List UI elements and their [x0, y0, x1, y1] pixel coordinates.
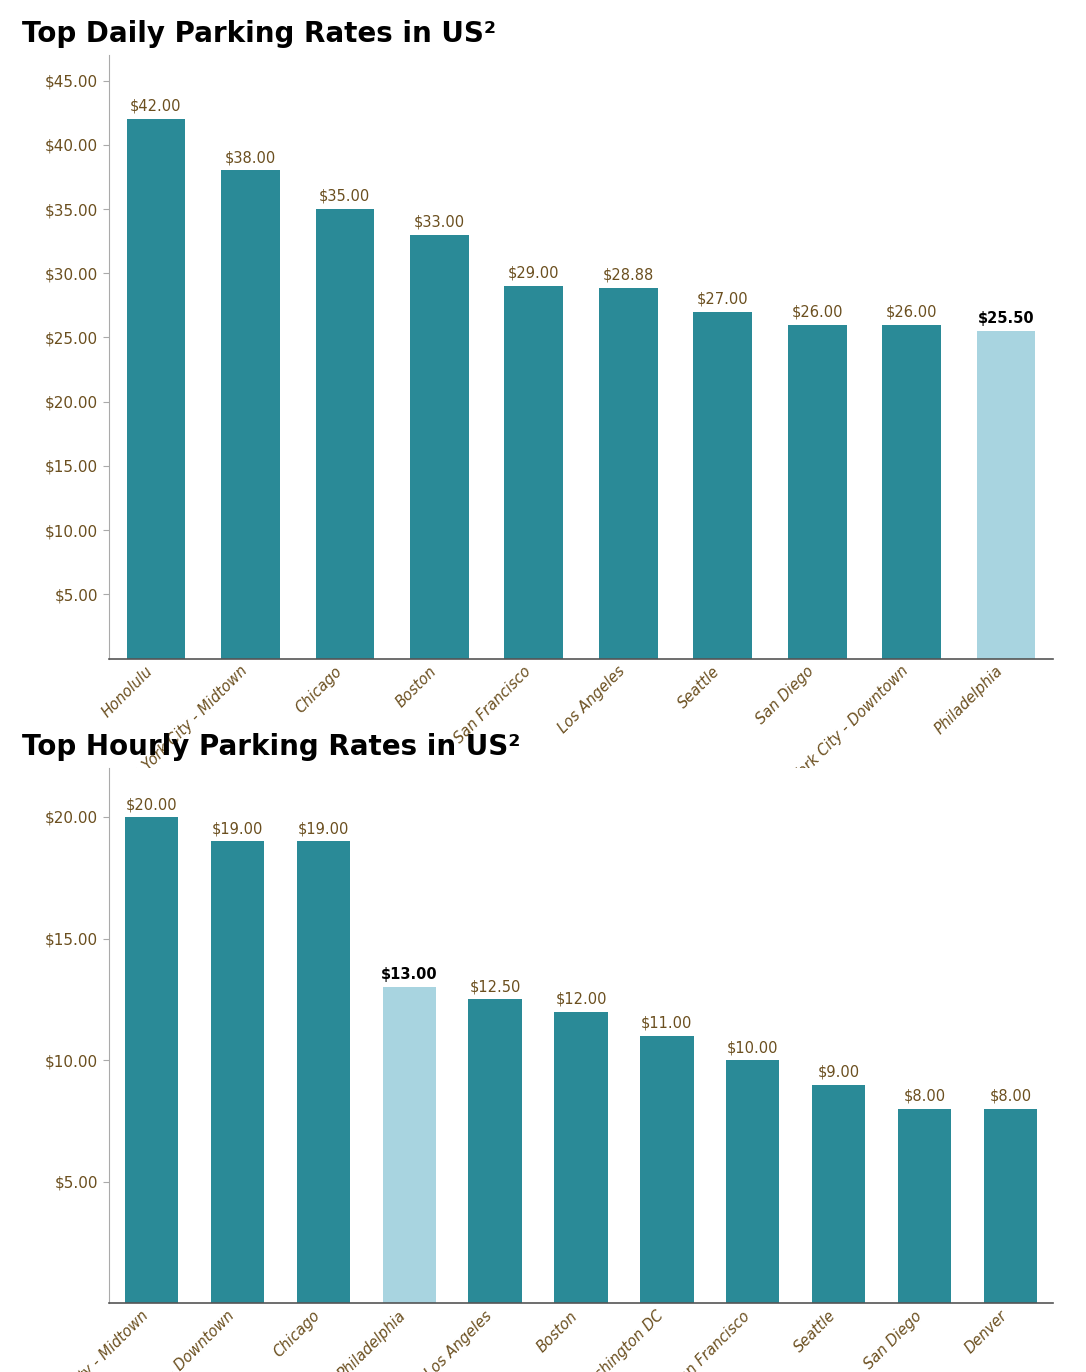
Bar [127, 119, 185, 659]
Text: $26.00: $26.00 [886, 305, 937, 320]
Text: $35.00: $35.00 [319, 189, 370, 204]
Text: $38.00: $38.00 [225, 151, 276, 166]
Bar [788, 325, 846, 659]
Bar [554, 1011, 608, 1303]
Bar [694, 311, 752, 659]
Bar [468, 999, 521, 1303]
Text: $19.00: $19.00 [298, 822, 349, 837]
Bar [977, 331, 1035, 659]
Bar [883, 325, 940, 659]
Text: Top Daily Parking Rates in US²: Top Daily Parking Rates in US² [22, 21, 495, 48]
Text: $10.00: $10.00 [727, 1040, 779, 1055]
Text: $33.00: $33.00 [414, 214, 465, 229]
Text: $8.00: $8.00 [904, 1089, 946, 1104]
Text: $20.00: $20.00 [126, 797, 177, 812]
Bar [727, 1061, 780, 1303]
Text: $28.88: $28.88 [603, 268, 654, 283]
Bar [211, 841, 264, 1303]
Bar [505, 287, 563, 659]
Bar [898, 1109, 951, 1303]
Text: Top Hourly Parking Rates in US²: Top Hourly Parking Rates in US² [22, 734, 520, 761]
Text: $42.00: $42.00 [130, 99, 181, 114]
Text: $9.00: $9.00 [818, 1065, 860, 1080]
Text: $19.00: $19.00 [212, 822, 263, 837]
Bar [411, 235, 468, 659]
Text: $25.50: $25.50 [977, 311, 1035, 327]
Bar [599, 288, 657, 659]
Text: $29.00: $29.00 [508, 266, 559, 281]
Text: $11.00: $11.00 [641, 1017, 693, 1030]
Text: $8.00: $8.00 [989, 1089, 1032, 1104]
Bar [125, 816, 178, 1303]
Text: $13.00: $13.00 [381, 967, 438, 982]
Text: $27.00: $27.00 [697, 292, 748, 306]
Bar [222, 170, 279, 659]
Bar [812, 1084, 866, 1303]
Bar [984, 1109, 1037, 1303]
Bar [296, 841, 350, 1303]
Text: $12.50: $12.50 [469, 980, 521, 995]
Text: $12.00: $12.00 [555, 992, 607, 1007]
Text: $26.00: $26.00 [792, 305, 843, 320]
Bar [641, 1036, 694, 1303]
Bar [382, 988, 435, 1303]
Bar [316, 209, 374, 659]
